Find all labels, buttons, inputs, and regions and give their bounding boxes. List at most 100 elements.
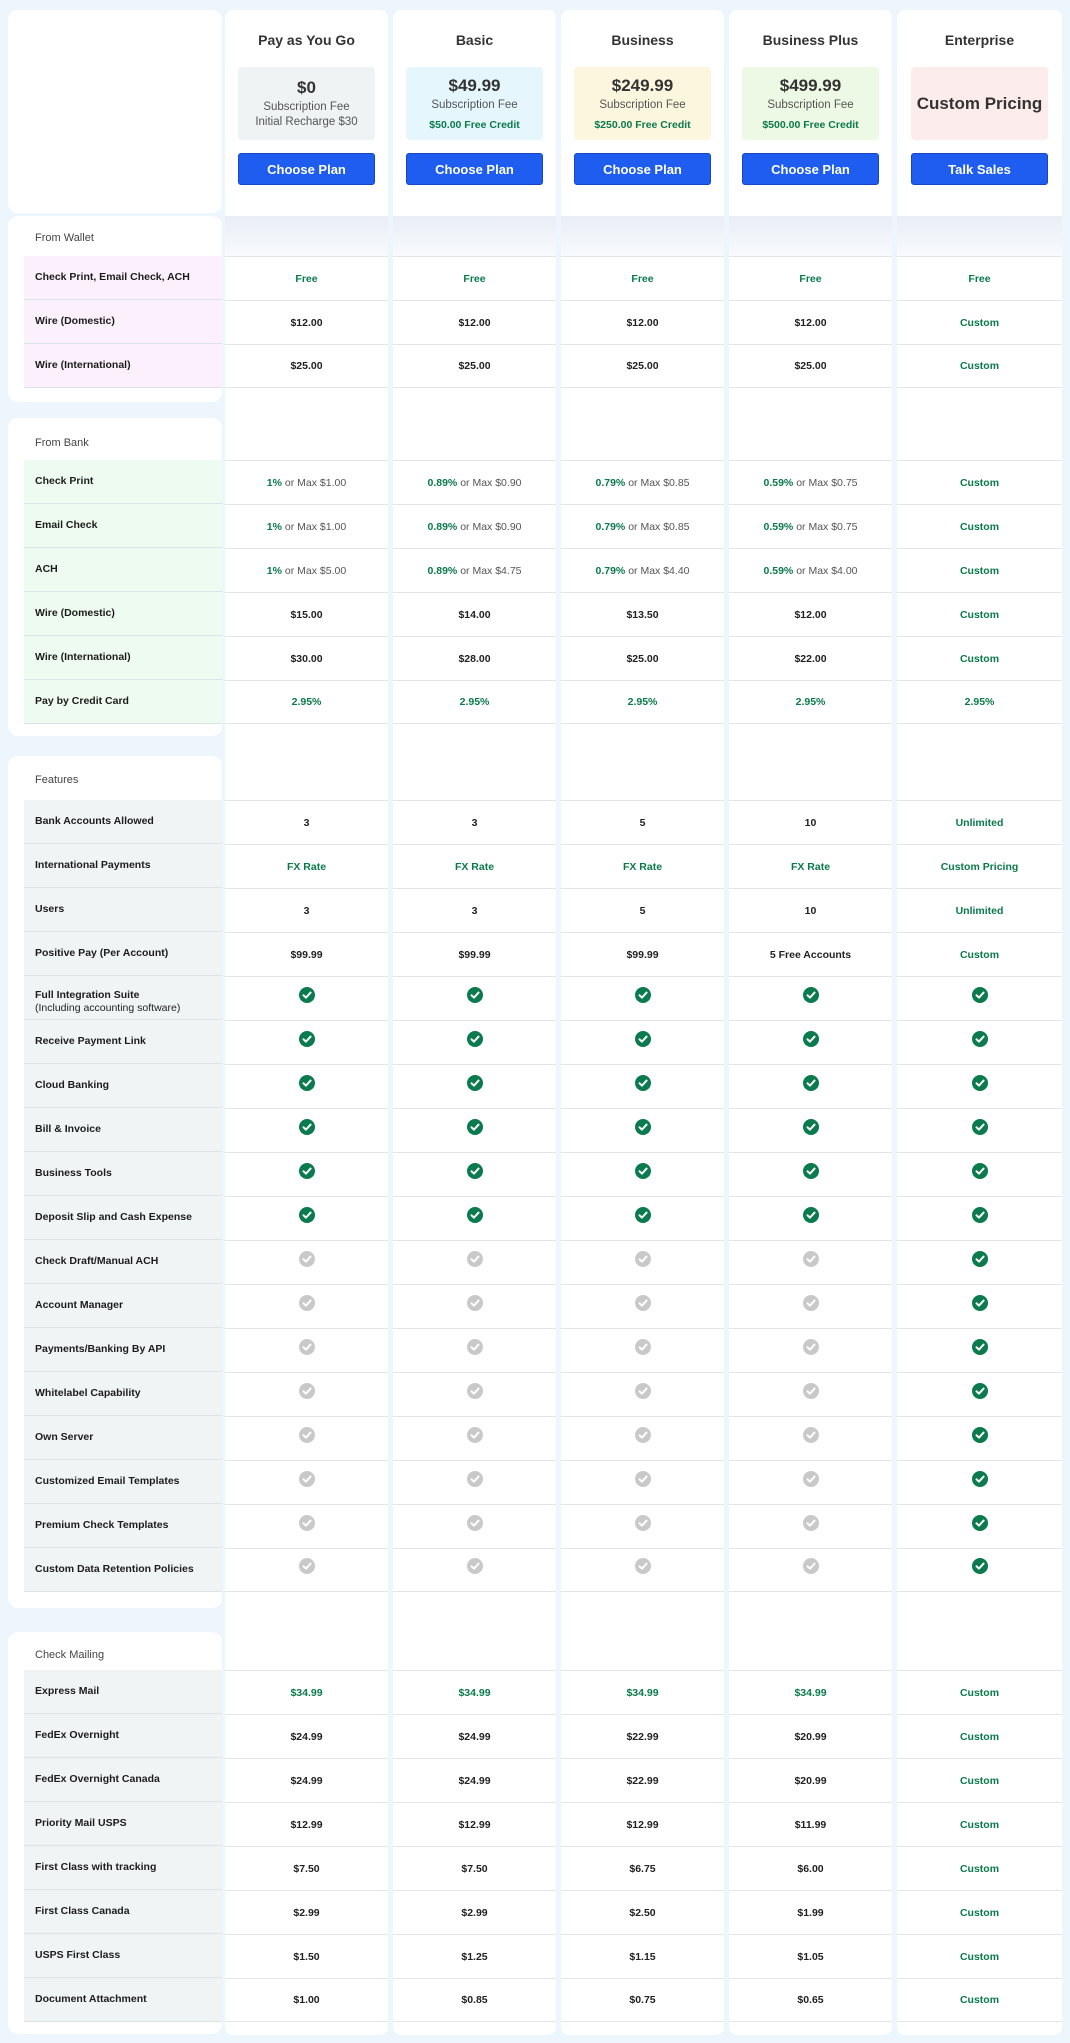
cell-value: Custom (959, 1862, 1000, 1875)
table-cell (897, 976, 1062, 1020)
table-cell: $1.50 (225, 1934, 388, 1978)
choose-plan-button[interactable]: Choose Plan (574, 153, 711, 185)
table-cell: 2.95% (729, 680, 892, 724)
table-cell (729, 1064, 892, 1108)
choose-plan-button[interactable]: Choose Plan (406, 153, 543, 185)
table-cell: 5 (561, 800, 724, 844)
table-cell: $22.00 (729, 636, 892, 680)
price-box: $499.99 Subscription Fee $500.00 Free Cred… (742, 67, 879, 140)
table-cell: Custom (897, 504, 1062, 548)
cell-value: $6.00 (797, 1862, 824, 1875)
check-included-icon (298, 986, 315, 1003)
check-included-icon (971, 1338, 988, 1355)
row-label: Check Draft/Manual ACH (24, 1240, 222, 1284)
row-label: Wire (International) (24, 636, 222, 680)
cell-value: Unlimited (955, 816, 1004, 829)
choose-plan-button[interactable]: Choose Plan (238, 153, 375, 185)
price-amount: $499.99 (779, 76, 842, 95)
cell-value: Custom (959, 608, 1000, 621)
table-cell: Free (897, 256, 1062, 300)
rate-or-max: or Max (457, 564, 496, 577)
table-cell (561, 1152, 724, 1196)
cell-value: $25.00 (626, 652, 659, 665)
rate-or-max: or Max (281, 520, 320, 533)
cell-value: 3 (303, 904, 310, 917)
cell-value: $22.99 (626, 1774, 659, 1787)
rate-max-value: $4.75 (495, 564, 522, 577)
choose-plan-button[interactable]: Choose Plan (742, 153, 879, 185)
cell-value: Custom (959, 1994, 1000, 2006)
cell-value: Custom (959, 948, 1000, 961)
cell-value: $25.00 (290, 360, 323, 372)
rate-max-value: $4.00 (831, 564, 858, 577)
check-excluded-icon (802, 1338, 819, 1355)
rate-percent: 0.79% (595, 520, 626, 533)
check-included-icon (971, 1558, 988, 1574)
table-cell (561, 1328, 724, 1372)
check-excluded-icon (802, 1294, 819, 1311)
table-cell (225, 976, 388, 1020)
table-cell (729, 1460, 892, 1504)
header-shadow-band (393, 216, 556, 256)
rate-or-max: or Max (457, 520, 496, 533)
cell-value: 2.95% (627, 696, 658, 708)
cell-value: 2.95% (964, 696, 995, 708)
rate-percent: 0.59% (763, 564, 794, 577)
table-cell: 1% or Max $5.00 (225, 548, 388, 592)
table-cell (897, 1504, 1062, 1548)
table-cell (393, 1284, 556, 1328)
table-cell (225, 1504, 388, 1548)
custom-pricing-label: Custom Pricing (916, 93, 1043, 113)
row-label: Cloud Banking (24, 1064, 222, 1108)
check-included-icon (298, 1030, 315, 1047)
cell-value: $7.50 (293, 1862, 320, 1875)
check-included-icon (634, 1030, 651, 1047)
table-cell: Custom (897, 1890, 1062, 1934)
rate-max-value: $5.00 (319, 564, 347, 577)
table-cell: Custom (897, 592, 1062, 636)
check-excluded-icon (298, 1558, 315, 1574)
row-label: Account Manager (24, 1284, 222, 1328)
plan-name: Business Plus (762, 32, 859, 48)
cell-value: $12.00 (458, 316, 491, 329)
check-included-icon (466, 986, 483, 1003)
check-excluded-icon (298, 1426, 315, 1443)
table-cell: 0.89% or Max $0.90 (393, 460, 556, 504)
check-excluded-icon (802, 1382, 819, 1399)
table-cell: $14.00 (393, 592, 556, 636)
price-amount: $0 (297, 77, 316, 97)
row-label: Wire (Domestic) (24, 592, 222, 636)
table-cell (393, 1416, 556, 1460)
cell-value: $15.00 (290, 608, 323, 621)
check-included-icon (298, 1074, 315, 1091)
cell-value: $20.99 (794, 1774, 827, 1787)
check-included-icon (802, 1162, 819, 1179)
table-cell: $25.00 (393, 344, 556, 388)
row-label: Users (24, 888, 222, 932)
check-included-icon (971, 1074, 988, 1091)
header-shadow-band (729, 216, 892, 256)
row-label: Priority Mail USPS (24, 1802, 222, 1846)
row-label: Premium Check Templates (24, 1504, 222, 1548)
table-cell: $12.00 (393, 300, 556, 344)
price-subtitle: Subscription Fee (599, 99, 686, 111)
table-cell: $1.99 (729, 1890, 892, 1934)
row-label: Payments/Banking By API (24, 1328, 222, 1372)
cell-value: 5 (639, 904, 646, 917)
check-excluded-icon (802, 1558, 819, 1574)
row-label-sub: (Including accounting software) (35, 1002, 181, 1014)
rate-percent: 0.89% (427, 476, 458, 489)
cell-value: $1.99 (797, 1906, 824, 1919)
table-cell (225, 1152, 388, 1196)
cell-value: $12.99 (290, 1818, 323, 1831)
check-included-icon (298, 1118, 315, 1135)
table-cell: $12.99 (225, 1802, 388, 1846)
table-cell (393, 1108, 556, 1152)
talk-sales-button[interactable]: Talk Sales (911, 153, 1048, 185)
table-cell (393, 1460, 556, 1504)
row-label: Custom Data Retention Policies (24, 1548, 222, 1592)
table-cell (729, 1020, 892, 1064)
row-label: Check Print, Email Check, ACH (24, 256, 222, 300)
row-label: Customized Email Templates (24, 1460, 222, 1504)
